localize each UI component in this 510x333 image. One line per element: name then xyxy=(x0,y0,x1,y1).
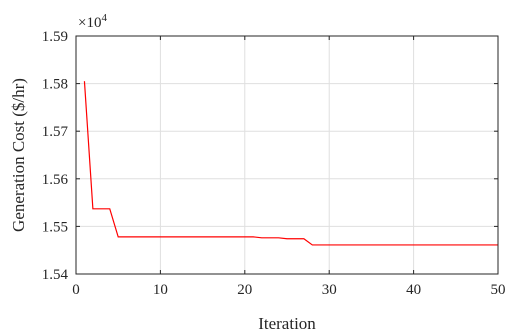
x-tick-label: 20 xyxy=(237,282,252,298)
y-tick-label: 1.55 xyxy=(42,219,68,235)
x-tick-label: 50 xyxy=(491,282,506,298)
x-tick-label: 10 xyxy=(153,282,168,298)
x-tick-label: 40 xyxy=(406,282,421,298)
plot-frame xyxy=(75,35,499,275)
series-line xyxy=(83,81,498,246)
y-tick-label: 1.58 xyxy=(42,77,68,93)
y-tick-label: 1.54 xyxy=(42,267,69,283)
series-layer xyxy=(83,81,498,246)
x-axis-label: Iteration xyxy=(258,314,316,333)
exponent-power: 4 xyxy=(101,12,107,24)
y-tick-label: 1.56 xyxy=(42,172,69,188)
y-axis-exponent: ×104 xyxy=(78,12,107,31)
tick-label-layer: 0 10 20 30 40 50 1.54 1.55 1.56 1.57 1.58 1.59 xyxy=(42,29,506,298)
x-tick-label: 30 xyxy=(322,282,337,298)
y-axis-label: Generation Cost ($/hr) xyxy=(9,78,28,232)
y-tick-label: 1.59 xyxy=(42,29,68,45)
x-tick-label: 0 xyxy=(72,282,80,298)
exponent-base: ×10 xyxy=(78,15,101,31)
tick-layer xyxy=(75,35,499,275)
y-tick-label: 1.57 xyxy=(42,124,69,140)
